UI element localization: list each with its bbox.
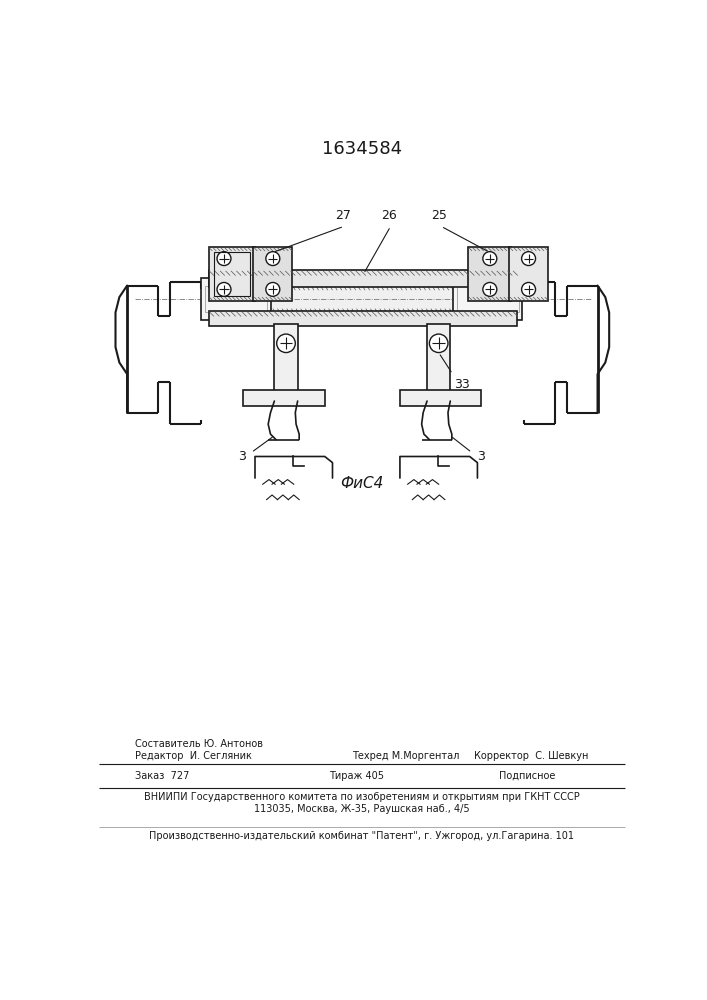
Text: 3: 3 — [238, 450, 246, 463]
Bar — [209, 311, 517, 326]
Circle shape — [217, 252, 231, 266]
Bar — [468, 247, 510, 301]
Bar — [253, 247, 292, 301]
Text: 33: 33 — [454, 378, 470, 391]
Circle shape — [266, 252, 280, 266]
Text: ВНИИПИ Государственного комитета по изобретениям и открытиям при ГКНТ СССР: ВНИИПИ Государственного комитета по изоб… — [144, 792, 580, 802]
Text: 25: 25 — [431, 209, 448, 222]
Text: Подписное: Подписное — [499, 771, 556, 781]
Bar — [267, 284, 460, 315]
Bar — [243, 389, 325, 406]
Text: Производственно-издательский комбинат "Патент", г. Ужгород, ул.Гагарина. 101: Производственно-издательский комбинат "П… — [149, 831, 575, 841]
Text: 26: 26 — [381, 209, 397, 222]
Circle shape — [266, 282, 280, 296]
Circle shape — [522, 282, 535, 296]
Text: Тираж 405: Тираж 405 — [329, 771, 384, 781]
Bar — [214, 252, 250, 296]
Bar — [509, 247, 548, 301]
Bar — [204, 286, 267, 312]
Bar — [452, 278, 522, 320]
Text: Редактор  И. Сегляник: Редактор И. Сегляник — [135, 751, 252, 761]
Circle shape — [276, 334, 296, 353]
Text: 3: 3 — [477, 450, 485, 463]
Text: 113035, Москва, Ж-35, Раушская наб., 4/5: 113035, Москва, Ж-35, Раушская наб., 4/5 — [254, 804, 469, 814]
Bar — [400, 389, 481, 406]
Text: 27: 27 — [334, 209, 351, 222]
Text: ФиС4: ФиС4 — [340, 476, 384, 491]
Text: Заказ  727: Заказ 727 — [135, 771, 189, 781]
Circle shape — [522, 252, 535, 266]
Text: 1634584: 1634584 — [322, 140, 402, 158]
Text: Составитель Ю. Антонов: Составитель Ю. Антонов — [135, 739, 263, 749]
Bar — [427, 324, 450, 401]
Circle shape — [217, 282, 231, 296]
Bar — [457, 286, 518, 312]
Bar — [201, 278, 271, 320]
Bar — [274, 324, 298, 401]
Circle shape — [483, 252, 497, 266]
Circle shape — [429, 334, 448, 353]
Text: Корректор  С. Шевкун: Корректор С. Шевкун — [474, 751, 588, 761]
Bar — [209, 247, 255, 301]
Circle shape — [483, 282, 497, 296]
Text: Техред М.Моргентал: Техред М.Моргентал — [352, 751, 460, 761]
Bar — [209, 270, 517, 287]
